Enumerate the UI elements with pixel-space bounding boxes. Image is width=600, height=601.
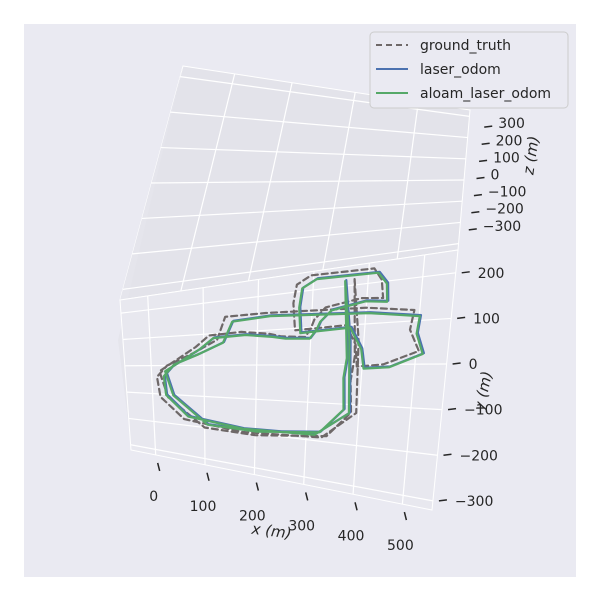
x-tick-label-4: 400 — [338, 528, 365, 544]
z-tick-label-1: 200 — [496, 133, 523, 149]
gridline-back-vertical-0 — [180, 73, 236, 292]
x-tick-label-5: 500 — [387, 538, 414, 554]
z-tick-label-0: 300 — [498, 116, 525, 132]
gridline-x-5 — [401, 254, 426, 505]
gridline-y-1 — [128, 417, 438, 456]
y-tick-mark-2 — [447, 407, 457, 411]
y-tick-mark-0 — [438, 499, 448, 502]
x-axis-label: x (m) — [250, 520, 293, 543]
y-tick-mark-5 — [461, 271, 470, 274]
y-tick-label-2: −100 — [464, 403, 502, 419]
gridline-z-1 — [170, 111, 468, 139]
x-tick-label-2: 200 — [239, 509, 266, 525]
x-tick-mark-2 — [255, 482, 260, 491]
z-tick-mark-0 — [484, 125, 493, 128]
legend-box — [369, 31, 569, 109]
y-tick-label-0: −300 — [455, 494, 493, 510]
z-tick-mark-3 — [476, 176, 485, 180]
z-axis-label: z (m) — [519, 135, 542, 177]
y-tick-label-5: 200 — [478, 266, 505, 282]
z-tick-label-4: −100 — [488, 185, 526, 201]
gridline-z-3 — [151, 179, 465, 184]
gridline-x-1 — [202, 287, 206, 465]
series-line-ground-truth — [155, 267, 420, 439]
z-tick-mark-2 — [478, 159, 488, 163]
gridline-x-0 — [147, 295, 157, 455]
series-layer — [155, 267, 425, 439]
gridlines — [120, 73, 470, 505]
z-tick-label-6: −300 — [483, 219, 521, 235]
z-tick-mark-1 — [481, 142, 490, 146]
gridline-z-2 — [161, 146, 466, 160]
gridline-z-4 — [141, 200, 463, 220]
x-tick-mark-1 — [206, 472, 210, 481]
z-tick-label-2: 100 — [493, 150, 520, 166]
x-tick-label-0: 0 — [149, 489, 158, 505]
z-tick-mark-5 — [471, 210, 480, 214]
gridline-back-vertical-2 — [322, 92, 356, 271]
gridline-back-vertical-3 — [396, 101, 419, 260]
x-tick-mark-0 — [156, 462, 161, 472]
gridline-y-5 — [120, 272, 456, 314]
gridline-back-vertical-1 — [247, 82, 293, 282]
gridline-x-2 — [253, 279, 260, 475]
gridline-y-0 — [130, 444, 434, 502]
gridline-x-3 — [303, 271, 315, 485]
y-tick-label-4: 100 — [473, 311, 500, 327]
series-line-aloam-laser-odom — [162, 271, 424, 436]
y-tick-label-3: 0 — [469, 357, 478, 373]
z-tick-label-3: 0 — [491, 168, 500, 184]
z-tick-mark-6 — [468, 228, 477, 231]
ticks-layer: 0100200300400500−300−200−100010020030020… — [149, 116, 526, 554]
gridline-z-6 — [122, 243, 459, 290]
y-tick-label-1: −200 — [459, 448, 497, 464]
y-tick-mark-3 — [452, 362, 461, 365]
z-tick-label-5: −200 — [485, 202, 523, 218]
gridline-z-5 — [132, 221, 461, 255]
y-tick-mark-1 — [443, 453, 452, 457]
x-tick-label-1: 100 — [190, 499, 217, 515]
legend-label-aloam-laser-odom: aloam_laser_odom — [420, 86, 551, 102]
legend: ground_truth laser_odom aloam_laser_odom — [369, 31, 569, 109]
y-tick-mark-4 — [457, 316, 466, 320]
x-tick-mark-3 — [304, 492, 309, 501]
x-tick-mark-4 — [354, 502, 358, 511]
legend-label-ground-truth: ground_truth — [420, 38, 511, 54]
gridline-z-0 — [180, 76, 470, 117]
x-tick-label-3: 300 — [288, 518, 315, 534]
gridline-y-2 — [126, 391, 443, 411]
x-tick-mark-5 — [403, 511, 408, 521]
legend-label-laser-odom: laser_odom — [420, 62, 501, 78]
gridline-y-4 — [122, 317, 452, 341]
z-tick-mark-4 — [473, 193, 483, 197]
